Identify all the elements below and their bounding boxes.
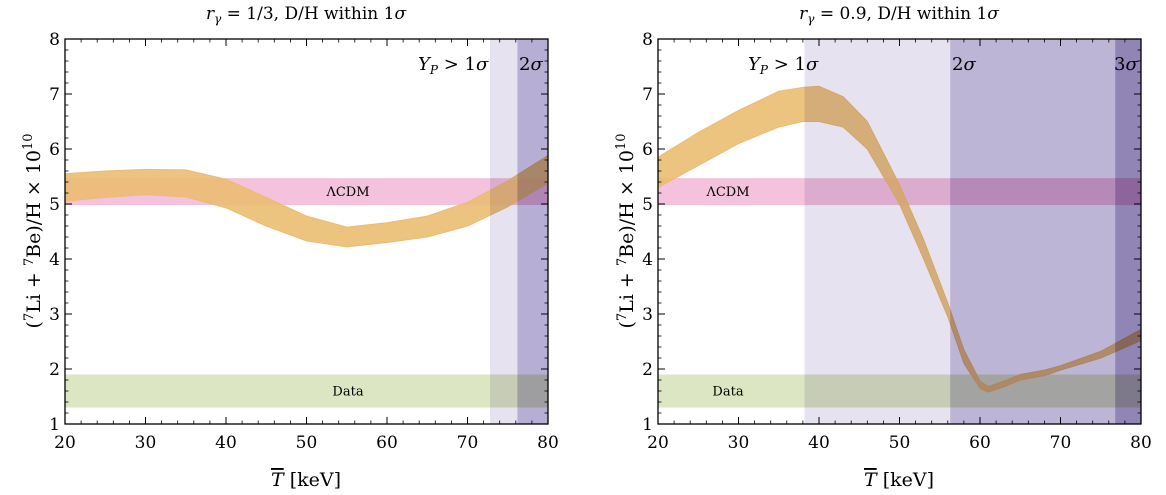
left-y-tick-label: 2 [49,360,60,380]
right-y-tick-label: 1 [642,415,653,435]
right-x-tick-label: 70 [1050,433,1072,453]
left-y-tick-label: 8 [49,30,60,50]
right-x-tick-label: 40 [808,433,830,453]
left-y-tick-label: 6 [49,140,60,160]
right-y-axis-label: (7Li + 7Be)/H × 1010 [614,134,638,329]
left-x-tick-label: 80 [537,433,559,453]
right-x-tick-label: 60 [969,433,991,453]
right-y-tick-label: 2 [642,360,653,380]
left-band-label-data: Data [332,385,363,400]
left-x-tick-label: 40 [215,433,237,453]
right-y-tick-label: 4 [642,250,653,270]
right-x-tick-label: 50 [889,433,911,453]
right-y-tick-label: 8 [642,30,653,50]
left-y-tick-label: 4 [49,250,60,270]
left-band-data [65,374,548,408]
left-band-label-lcdm: ΛCDM [325,185,369,200]
left-x-tick-label: 30 [135,433,157,453]
right-y-tick-label: 7 [642,85,653,105]
left-x-tick-label: 60 [376,433,398,453]
right-y-tick-label: 3 [642,305,653,325]
right-band-label-lcdm: ΛCDM [705,185,749,200]
left-y-tick-label: 5 [49,195,60,215]
left-y-tick-label: 7 [49,85,60,105]
right-panel: rγ = 0.9, D/H within 1σ 20 30 40 50 60 70 80 1 2… [614,4,1152,491]
right-panel-title: rγ = 0.9, D/H within 1σ [799,4,999,26]
left-x-axis-label: T [keV] [271,469,341,491]
right-yp-1sigma-label: YP > 1σ [748,54,819,77]
right-3sigma-label: 3σ [1114,54,1138,75]
right-y-tick-label: 5 [642,195,653,215]
left-yp-1sigma-label: YP > 1σ [418,54,489,77]
left-x-tick-label: 70 [457,433,479,453]
left-li7-band-series-0 [65,155,548,248]
right-excluded-region-2 [1115,39,1141,424]
left-panel: rγ = 1/3, D/H within 1σ 20 30 40 50 60 70 80 1 2… [21,4,559,491]
right-excluded-region-1 [950,39,1141,424]
left-excluded-region-1 [517,39,548,424]
left-2sigma-label: 2σ [519,54,543,75]
right-x-tick-label: 80 [1130,433,1152,453]
right-x-tick-label: 20 [647,433,669,453]
right-y-tick-label: 6 [642,140,653,160]
left-y-tick-label: 1 [49,415,60,435]
right-2sigma-label: 2σ [952,54,976,75]
right-x-tick-label: 30 [728,433,750,453]
left-x-tick-label: 50 [296,433,318,453]
right-band-label-data: Data [712,385,743,400]
left-y-axis-label: (7Li + 7Be)/H × 1010 [21,134,45,329]
right-x-axis-label: T [keV] [864,469,934,491]
left-panel-title: rγ = 1/3, D/H within 1σ [206,4,407,26]
left-x-tick-label: 20 [54,433,76,453]
left-y-tick-label: 3 [49,305,60,325]
